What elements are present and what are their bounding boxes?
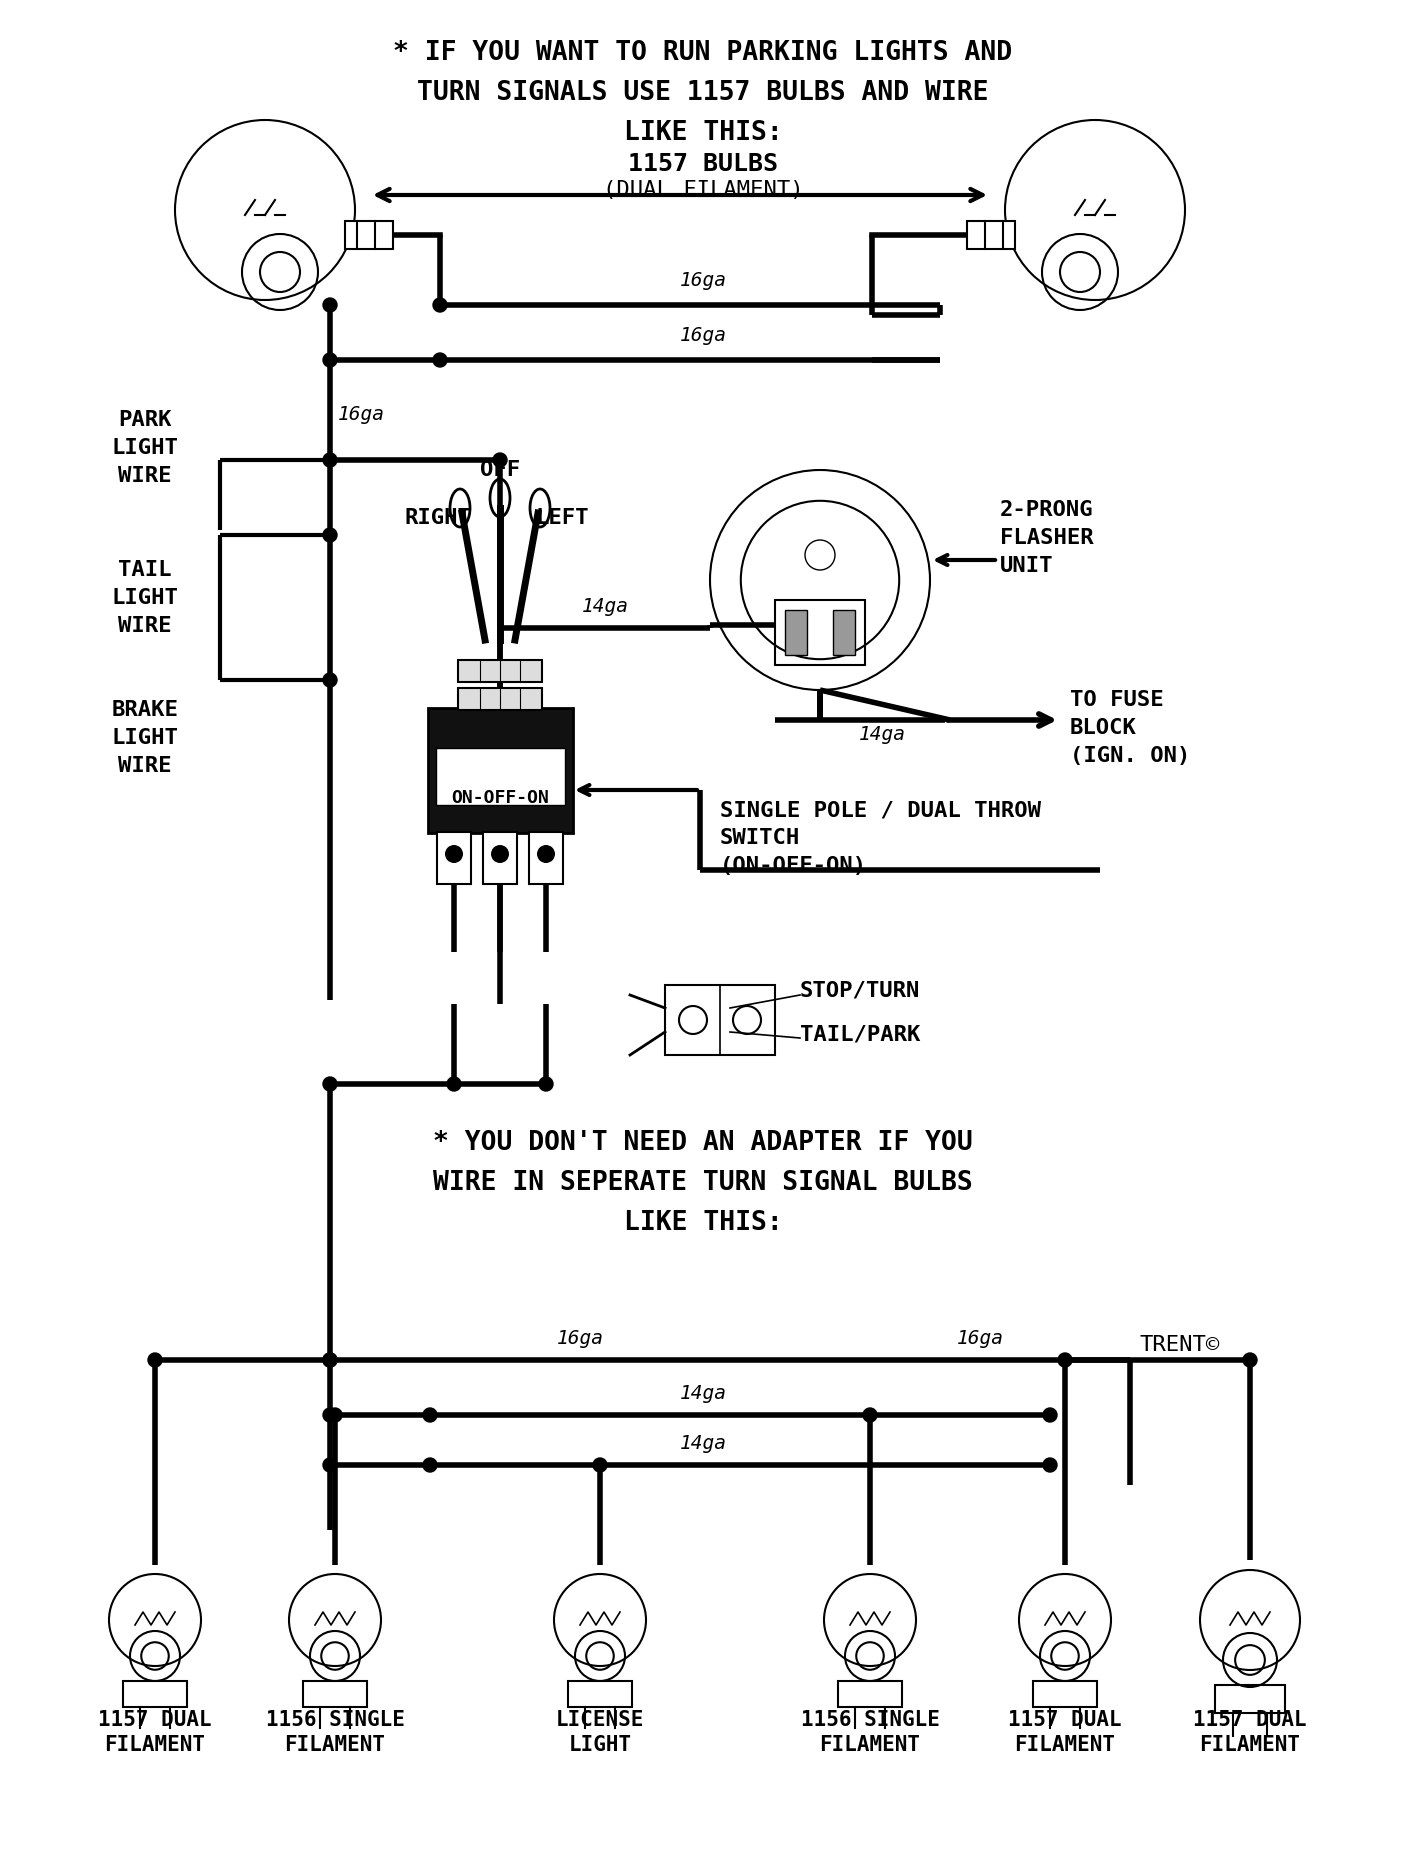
Text: ON-OFF-ON: ON-OFF-ON xyxy=(451,788,549,807)
Text: 16ga: 16ga xyxy=(339,406,385,425)
Bar xyxy=(458,689,542,709)
Text: 16ga: 16ga xyxy=(680,271,726,290)
Circle shape xyxy=(323,1353,337,1367)
Circle shape xyxy=(1043,1458,1057,1471)
Text: BRAKE
LIGHT
WIRE: BRAKE LIGHT WIRE xyxy=(111,700,178,777)
Text: 1157 DUAL
FILAMENT: 1157 DUAL FILAMENT xyxy=(98,1709,212,1754)
Text: LEFT: LEFT xyxy=(535,507,589,528)
Circle shape xyxy=(423,1408,437,1423)
Bar xyxy=(1215,1685,1286,1713)
Circle shape xyxy=(323,1408,337,1423)
Circle shape xyxy=(493,453,507,466)
Bar xyxy=(436,749,565,805)
Circle shape xyxy=(1058,1353,1072,1367)
Text: 16ga: 16ga xyxy=(957,1329,1003,1348)
Bar xyxy=(346,221,393,249)
Circle shape xyxy=(433,354,447,367)
Circle shape xyxy=(863,1408,877,1423)
Circle shape xyxy=(148,1353,162,1367)
Bar xyxy=(122,1681,187,1707)
Text: 16ga: 16ga xyxy=(680,326,726,344)
Text: 14ga: 14ga xyxy=(680,1383,726,1402)
Text: 1156 SINGLE
FILAMENT: 1156 SINGLE FILAMENT xyxy=(266,1709,405,1754)
Text: * YOU DON'T NEED AN ADAPTER IF YOU: * YOU DON'T NEED AN ADAPTER IF YOU xyxy=(433,1131,972,1157)
Circle shape xyxy=(323,1458,337,1471)
Circle shape xyxy=(433,298,447,313)
Bar xyxy=(437,831,471,884)
Text: PARK
LIGHT
WIRE: PARK LIGHT WIRE xyxy=(111,410,178,487)
Text: 14ga: 14ga xyxy=(680,1434,726,1453)
Bar xyxy=(967,221,1014,249)
Text: 1157 DUAL
FILAMENT: 1157 DUAL FILAMENT xyxy=(1009,1709,1121,1754)
Bar xyxy=(833,610,856,655)
Circle shape xyxy=(323,674,337,687)
Circle shape xyxy=(445,844,464,863)
Text: 1157 BULBS: 1157 BULBS xyxy=(628,152,778,176)
Bar xyxy=(458,661,542,681)
Bar xyxy=(302,1681,367,1707)
Circle shape xyxy=(540,1076,554,1091)
Circle shape xyxy=(327,1408,341,1423)
Bar xyxy=(483,831,517,884)
Bar xyxy=(785,610,806,655)
Text: 1157 DUAL
FILAMENT: 1157 DUAL FILAMENT xyxy=(1193,1709,1307,1754)
Circle shape xyxy=(323,354,337,367)
Circle shape xyxy=(323,1353,337,1367)
Circle shape xyxy=(323,528,337,543)
Text: 14ga: 14ga xyxy=(858,724,905,743)
Text: 1156 SINGLE
FILAMENT: 1156 SINGLE FILAMENT xyxy=(801,1709,940,1754)
Text: * IF YOU WANT TO RUN PARKING LIGHTS AND: * IF YOU WANT TO RUN PARKING LIGHTS AND xyxy=(393,39,1013,66)
Text: 16ga: 16ga xyxy=(556,1329,604,1348)
Text: LICENSE
LIGHT: LICENSE LIGHT xyxy=(556,1709,643,1754)
Text: WIRE IN SEPERATE TURN SIGNAL BULBS: WIRE IN SEPERATE TURN SIGNAL BULBS xyxy=(433,1170,972,1196)
Text: TO FUSE
BLOCK
(IGN. ON): TO FUSE BLOCK (IGN. ON) xyxy=(1071,691,1190,766)
Circle shape xyxy=(1243,1353,1257,1367)
Circle shape xyxy=(593,1458,607,1471)
Bar xyxy=(837,1681,902,1707)
Circle shape xyxy=(447,1076,461,1091)
Circle shape xyxy=(323,1076,337,1091)
Text: OFF: OFF xyxy=(481,461,520,479)
Bar xyxy=(429,708,573,833)
Bar xyxy=(776,601,865,665)
Text: SINGLE POLE / DUAL THROW
SWITCH
(ON-OFF-ON): SINGLE POLE / DUAL THROW SWITCH (ON-OFF-… xyxy=(719,799,1041,876)
Circle shape xyxy=(323,453,337,466)
Text: LIKE THIS:: LIKE THIS: xyxy=(624,1209,783,1236)
Bar xyxy=(1033,1681,1097,1707)
Bar xyxy=(568,1681,632,1707)
Circle shape xyxy=(537,844,555,863)
Circle shape xyxy=(423,1458,437,1471)
Text: 2-PRONG
FLASHER
UNIT: 2-PRONG FLASHER UNIT xyxy=(1000,500,1093,577)
Text: TAIL
LIGHT
WIRE: TAIL LIGHT WIRE xyxy=(111,560,178,636)
Text: TURN SIGNALS USE 1157 BULBS AND WIRE: TURN SIGNALS USE 1157 BULBS AND WIRE xyxy=(417,80,989,107)
Text: RIGHT: RIGHT xyxy=(405,507,472,528)
Circle shape xyxy=(323,298,337,313)
Bar xyxy=(530,831,563,884)
Text: STOP/TURN: STOP/TURN xyxy=(799,981,920,1000)
Circle shape xyxy=(1043,1408,1057,1423)
Text: (DUAL FILAMENT): (DUAL FILAMENT) xyxy=(603,180,804,200)
Text: 14ga: 14ga xyxy=(582,597,628,616)
Text: LIKE THIS:: LIKE THIS: xyxy=(624,120,783,146)
Text: TAIL/PARK: TAIL/PARK xyxy=(799,1026,920,1045)
Text: TRENT©: TRENT© xyxy=(1139,1335,1221,1355)
Circle shape xyxy=(490,844,509,863)
Bar xyxy=(665,985,776,1056)
